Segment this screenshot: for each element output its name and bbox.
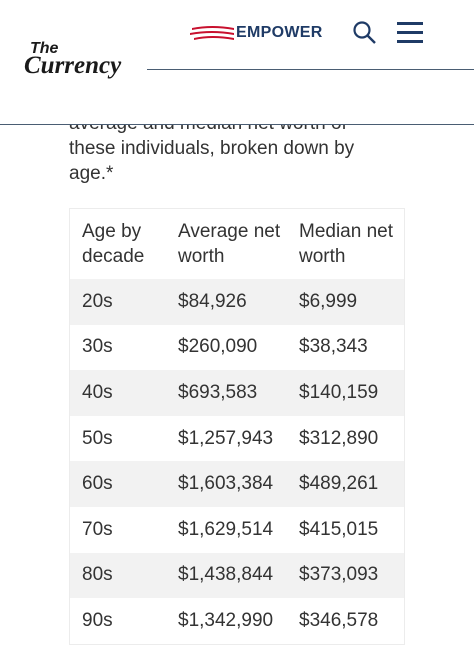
table-cell: $346,578 [299,609,379,631]
table-cell: 70s [82,518,113,540]
table-row: 30s $260,090 $38,343 [70,325,405,371]
table-cell: $1,257,943 [178,427,274,449]
table-cell: 30s [82,336,113,358]
table-row: 20s $84,926 $6,999 [69,279,405,325]
table-row: 40s $693,583 $140,159 [69,370,405,416]
table-row: 80s $1,438,844 $373,093 [69,552,405,599]
table-cell: 50s [82,427,113,449]
brand-name[interactable]: EMPOWER [236,24,323,41]
table-cell: $140,159 [287,370,405,416]
table-row: 50s $1,257,943 $312,890 [70,416,405,462]
brand-flag [190,26,234,40]
table-cell: $693,583 [166,370,287,416]
table-cell: $260,090 [178,336,258,358]
column-header: Average net worth [178,221,281,267]
table-cell: $312,890 [299,427,379,449]
column-header: Age by decade [82,221,145,267]
table-row: 90s $1,342,990 $346,578 [70,598,405,644]
site-header: The Currency EMPOWER [0,0,474,125]
table-cell: $38,343 [299,336,368,358]
table-cell: 90s [82,609,113,631]
logo[interactable]: Currency [24,52,122,79]
table-cell: $1,342,990 [178,609,274,631]
logo-small[interactable]: The [30,40,59,57]
header-row: Age by decade Average net worth Median net… [70,209,405,280]
table-cell: $489,261 [287,461,405,507]
table-cell: 80s [69,552,166,599]
header-rule [147,69,474,70]
table-cell: $1,438,844 [166,552,287,599]
net-worth-table: Age by decade Average net worth Median net… [69,208,405,645]
table-cell: $6,999 [287,279,405,325]
table-cell: 20s [69,279,166,325]
table-cell: 40s [69,370,166,416]
menu-icon[interactable] [396,20,424,46]
table-cell: $415,015 [299,518,379,540]
search-icon[interactable] [352,20,378,46]
column-header: Median net worth [299,221,394,267]
table-row: 60s $1,603,384 $489,261 [69,461,405,507]
table-cell: $1,629,514 [178,518,274,540]
table-cell: 60s [69,461,166,507]
table-cell: $373,093 [287,552,405,599]
table-cell: $1,603,384 [166,461,287,507]
table-row: 70s $1,629,514 $415,015 [70,507,405,553]
table-cell: $84,926 [166,279,287,325]
